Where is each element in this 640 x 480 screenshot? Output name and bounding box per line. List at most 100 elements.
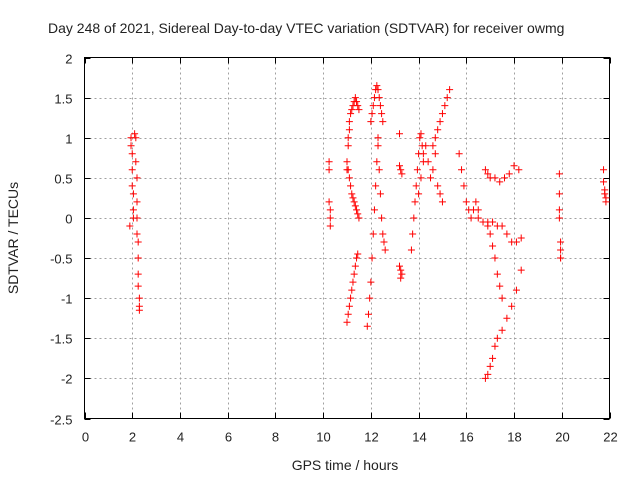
data-point (131, 130, 139, 138)
data-point (555, 206, 563, 214)
data-point (407, 246, 415, 254)
data-point (326, 214, 334, 222)
data-point (512, 238, 520, 246)
data-point (351, 262, 359, 270)
data-point (491, 254, 499, 262)
data-point (434, 182, 442, 190)
data-point (133, 174, 141, 182)
data-series (600, 166, 610, 206)
data-point (354, 102, 362, 110)
data-series (126, 130, 139, 230)
data-point (375, 166, 383, 174)
data-point (129, 190, 137, 198)
data-point (347, 182, 355, 190)
data-point (370, 206, 378, 214)
data-point (133, 198, 141, 206)
data-point (369, 102, 377, 110)
x-tick-label: 10 (316, 430, 330, 445)
chart-title: Day 248 of 2021, Sidereal Day-to-day VTE… (48, 20, 564, 36)
data-point (484, 170, 492, 178)
data-point (374, 134, 382, 142)
data-point (374, 86, 382, 94)
data-point (515, 166, 523, 174)
data-point (354, 210, 362, 218)
y-tick-label: -2.5 (50, 413, 72, 428)
data-point (416, 134, 424, 142)
data-point (557, 238, 565, 246)
data-series (343, 94, 363, 174)
data-point (446, 86, 454, 94)
x-tick-label: 18 (507, 430, 521, 445)
data-point (344, 134, 352, 142)
data-series (343, 250, 362, 326)
x-tick-label: 14 (412, 430, 426, 445)
y-tick-label: 2 (65, 52, 72, 67)
data-point (503, 314, 511, 322)
y-tick-label: -1.5 (50, 332, 72, 347)
x-tick-label: 22 (603, 430, 617, 445)
data-point (396, 162, 403, 170)
x-tick-label: 12 (364, 430, 378, 445)
data-point (132, 134, 140, 142)
y-tick-label: 0.5 (54, 172, 72, 187)
data-point (484, 222, 492, 230)
data-point (379, 118, 387, 126)
data-point (344, 142, 352, 150)
data-point (481, 374, 489, 382)
data-point (460, 182, 468, 190)
data-point (489, 242, 497, 250)
data-series (415, 142, 446, 206)
data-point (348, 106, 356, 114)
data-point (555, 190, 563, 198)
data-series (407, 130, 427, 254)
axis-ticks: 0 2 4 6 8 10 12 14 16 18 20 22-2.5-2-1.5-1-0.500.51… (50, 52, 618, 445)
x-tick-label: 16 (459, 430, 473, 445)
data-point (397, 166, 405, 174)
data-point (126, 222, 134, 230)
data-point (353, 254, 361, 262)
data-point (493, 334, 501, 342)
data-point (411, 198, 419, 206)
data-point (347, 110, 355, 118)
data-point (368, 254, 376, 262)
data-point (134, 254, 142, 262)
data-point (396, 262, 403, 270)
data-point (367, 118, 375, 126)
data-point (498, 222, 506, 230)
data-point (486, 362, 494, 370)
data-point (364, 310, 372, 318)
data-series (481, 266, 525, 382)
data-point (555, 170, 563, 178)
data-point (489, 218, 497, 226)
data-point (557, 246, 565, 254)
data-point (486, 230, 494, 238)
data-point (512, 286, 520, 294)
data-point (373, 158, 381, 166)
data-point (600, 178, 608, 186)
data-point (508, 302, 516, 310)
data-point (375, 94, 383, 102)
data-point (378, 110, 386, 118)
data-point (345, 302, 353, 310)
x-tick-label: 4 (177, 430, 184, 445)
data-point (396, 130, 403, 138)
data-point (397, 266, 405, 274)
y-tick-label: 1 (65, 132, 72, 147)
data-point (380, 238, 388, 246)
data-series (325, 158, 334, 230)
data-point (368, 110, 376, 118)
data-point (343, 158, 351, 166)
data-point (350, 198, 358, 206)
data-point (415, 190, 423, 198)
data-point (345, 174, 353, 182)
y-tick-label: -0.5 (50, 252, 72, 267)
data-point (409, 230, 417, 238)
data-point (379, 230, 387, 238)
x-tick-label: 2 (129, 430, 136, 445)
data-point (134, 282, 142, 290)
data-point (378, 214, 386, 222)
data-point (367, 278, 375, 286)
data-point (429, 166, 437, 174)
data-point (429, 142, 437, 150)
